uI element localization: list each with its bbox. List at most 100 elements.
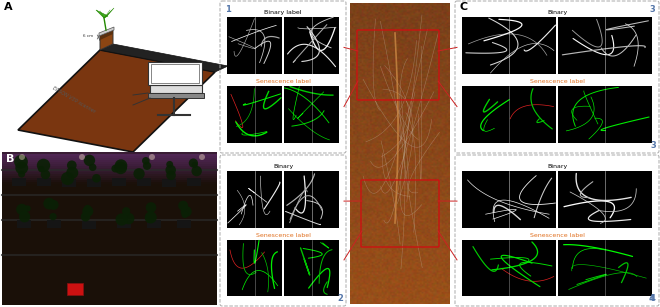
Bar xyxy=(2,200,217,204)
Text: 2: 2 xyxy=(337,294,343,303)
Circle shape xyxy=(112,165,119,173)
Circle shape xyxy=(84,155,95,166)
Circle shape xyxy=(92,174,101,183)
Bar xyxy=(2,184,217,188)
Text: Senescence label: Senescence label xyxy=(255,233,310,238)
Bar xyxy=(148,93,204,98)
Circle shape xyxy=(191,162,198,168)
Bar xyxy=(2,208,217,212)
Circle shape xyxy=(84,205,91,212)
Bar xyxy=(284,86,339,143)
Bar xyxy=(162,179,176,187)
Bar xyxy=(2,210,217,214)
Circle shape xyxy=(16,204,28,215)
Text: Binary: Binary xyxy=(547,165,567,169)
Bar xyxy=(147,220,161,228)
Bar xyxy=(12,178,26,186)
Circle shape xyxy=(166,161,173,168)
Circle shape xyxy=(79,154,85,160)
Circle shape xyxy=(133,168,145,179)
Polygon shape xyxy=(148,62,202,85)
Bar xyxy=(2,188,217,192)
Bar xyxy=(2,168,217,172)
Circle shape xyxy=(181,206,191,217)
Circle shape xyxy=(143,161,151,170)
Polygon shape xyxy=(100,30,113,40)
Bar xyxy=(87,179,101,187)
Bar xyxy=(2,198,217,202)
Circle shape xyxy=(19,154,25,160)
Text: 3: 3 xyxy=(650,141,656,150)
Text: B: B xyxy=(6,154,15,164)
Bar xyxy=(17,220,31,228)
Text: A: A xyxy=(4,2,13,12)
Circle shape xyxy=(142,157,150,165)
Bar xyxy=(2,164,217,168)
Bar xyxy=(2,154,217,158)
Text: Binary: Binary xyxy=(273,165,293,169)
Bar xyxy=(2,174,217,178)
Bar xyxy=(558,171,652,227)
Bar xyxy=(2,160,217,164)
Bar xyxy=(284,17,339,74)
Text: Senescence label: Senescence label xyxy=(255,80,310,84)
Bar xyxy=(117,220,131,228)
Bar xyxy=(177,220,191,228)
Circle shape xyxy=(191,166,202,176)
Text: 4: 4 xyxy=(649,294,655,303)
Circle shape xyxy=(145,212,157,223)
Circle shape xyxy=(50,213,57,220)
Circle shape xyxy=(37,159,50,172)
Bar xyxy=(2,2,217,147)
Bar xyxy=(2,206,217,210)
Circle shape xyxy=(122,207,130,215)
Bar xyxy=(558,17,652,74)
Circle shape xyxy=(66,167,79,179)
Bar xyxy=(2,172,217,176)
Bar xyxy=(82,221,96,229)
Bar xyxy=(2,190,217,194)
Circle shape xyxy=(44,198,55,209)
Circle shape xyxy=(178,201,188,211)
Bar xyxy=(2,176,217,180)
Bar xyxy=(227,86,282,143)
Text: Senescence label: Senescence label xyxy=(529,233,585,238)
Polygon shape xyxy=(18,50,215,152)
Bar xyxy=(151,64,199,83)
Bar xyxy=(2,204,217,208)
Bar xyxy=(2,182,217,186)
Polygon shape xyxy=(99,27,114,36)
Text: 1: 1 xyxy=(225,5,231,14)
Circle shape xyxy=(182,212,188,218)
Circle shape xyxy=(145,213,155,223)
Bar xyxy=(284,171,339,227)
Circle shape xyxy=(115,213,128,226)
Bar xyxy=(112,178,126,186)
Bar xyxy=(462,86,556,143)
Circle shape xyxy=(115,159,127,172)
Circle shape xyxy=(166,165,176,175)
Circle shape xyxy=(149,154,155,160)
Bar xyxy=(227,17,282,74)
Bar xyxy=(62,179,76,187)
Bar xyxy=(2,180,217,184)
Circle shape xyxy=(82,206,93,217)
Text: C: C xyxy=(460,2,468,12)
Bar xyxy=(2,192,217,196)
Text: EPSON V39 scanner: EPSON V39 scanner xyxy=(52,85,97,114)
Bar xyxy=(462,239,556,296)
Bar xyxy=(2,202,217,206)
Circle shape xyxy=(123,213,135,224)
Polygon shape xyxy=(96,10,108,18)
Bar xyxy=(2,186,217,190)
Bar xyxy=(67,283,83,295)
Bar xyxy=(284,239,339,296)
Bar xyxy=(187,178,201,186)
Bar xyxy=(227,171,282,227)
Bar xyxy=(2,196,217,200)
Circle shape xyxy=(24,205,31,212)
Circle shape xyxy=(19,211,30,222)
Text: 4: 4 xyxy=(650,294,656,303)
Bar xyxy=(2,152,217,305)
Text: Senescence label: Senescence label xyxy=(529,80,585,84)
